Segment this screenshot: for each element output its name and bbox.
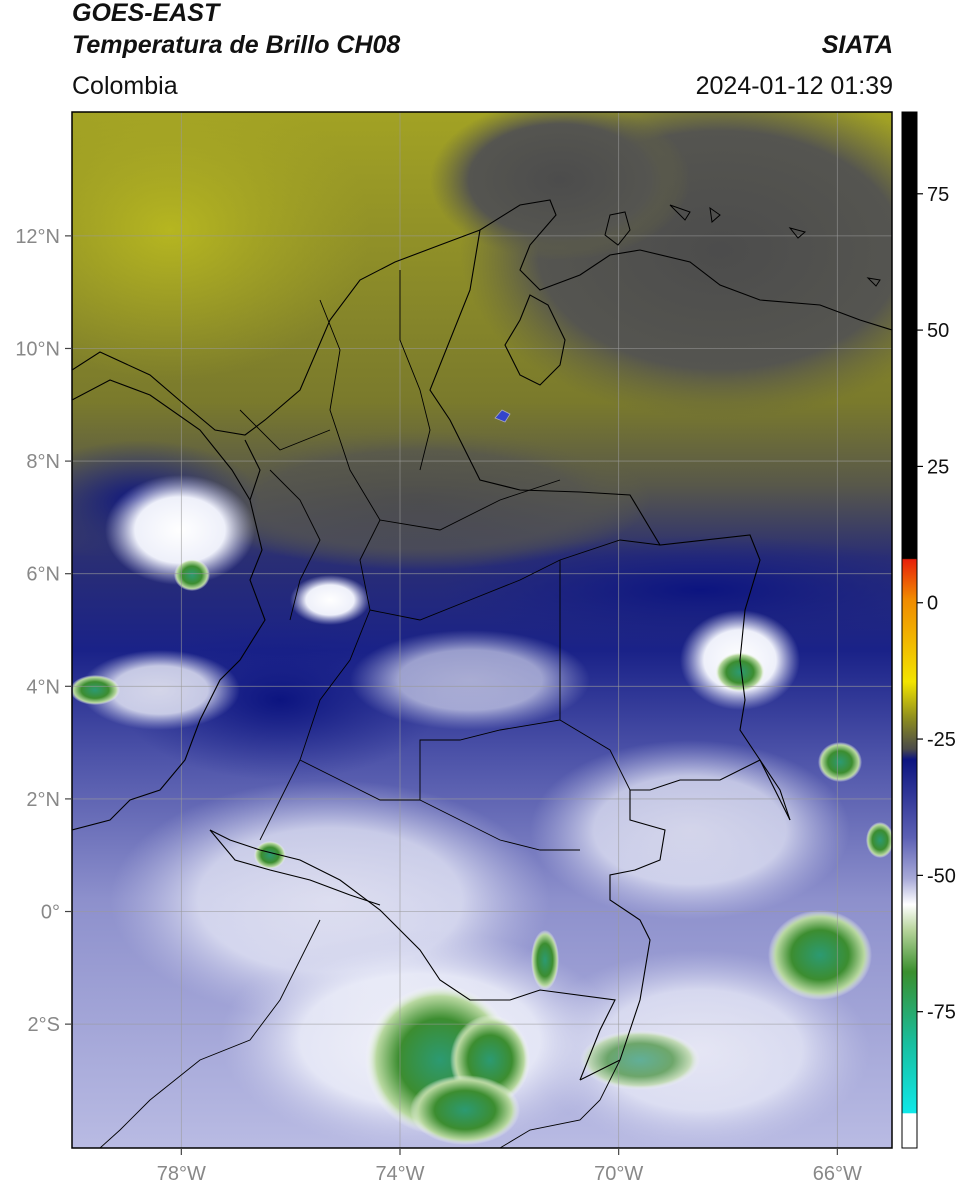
colorbar-scale (901, 111, 918, 1149)
latitude-label: 0° (41, 902, 60, 924)
latitude-label: 2°N (26, 789, 60, 811)
satellite-title: GOES-EAST (72, 0, 220, 27)
colorbar-label: 75 (927, 184, 949, 206)
latitude-axis: 12°N 10°N 8°N 6°N 4°N 2°N 0° 2°S (15, 226, 72, 1036)
map-frame (71, 111, 893, 1149)
map-imagery (72, 112, 892, 1148)
longitude-label: 78°W (157, 1163, 206, 1185)
colorbar-label: -75 (927, 1002, 956, 1024)
product-title: Temperatura de Brillo CH08 (72, 31, 401, 59)
islands (604, 204, 881, 287)
colorbar-label: -50 (927, 865, 956, 887)
longitude-label: 74°W (375, 1163, 424, 1185)
map-boundaries (72, 199, 892, 1148)
colorbar-label: 50 (927, 320, 949, 342)
latitude-label: 10°N (15, 338, 60, 360)
colombia-venezuela-border (429, 229, 791, 821)
latitude-label: 4°N (26, 676, 60, 698)
brazil-peru-border (499, 1059, 621, 1148)
longitude-label: 70°W (594, 1163, 643, 1185)
internal-borders (239, 270, 661, 851)
colorbar: 75 50 25 0 -25 -50 -75 (901, 111, 956, 1149)
small-lake (494, 409, 511, 423)
colombia-ecuador-border (209, 829, 381, 906)
longitude-axis: 78°W 74°W 70°W 66°W (157, 1148, 862, 1185)
latitude-label: 12°N (15, 226, 60, 248)
caribbean-coastline (72, 199, 892, 436)
panama-border (72, 379, 251, 501)
colorbar-label: -25 (927, 729, 956, 751)
latitude-label: 6°N (26, 564, 60, 586)
timestamp-label: 2024-01-12 01:39 (695, 72, 893, 100)
colorbar-label: 0 (927, 593, 938, 615)
ecuador-peru-border (99, 919, 321, 1148)
colombia-brazil-border (579, 759, 791, 1081)
maracaibo-lake (504, 294, 566, 386)
pacific-coastline (72, 439, 266, 831)
latitude-label: 2°S (28, 1014, 60, 1036)
latitude-label: 8°N (26, 451, 60, 473)
longitude-label: 66°W (813, 1163, 862, 1185)
region-label: Colombia (72, 72, 178, 100)
colombia-peru-border (209, 829, 616, 1081)
organization-label: SIATA (821, 31, 893, 59)
colorbar-label: 25 (927, 456, 949, 478)
